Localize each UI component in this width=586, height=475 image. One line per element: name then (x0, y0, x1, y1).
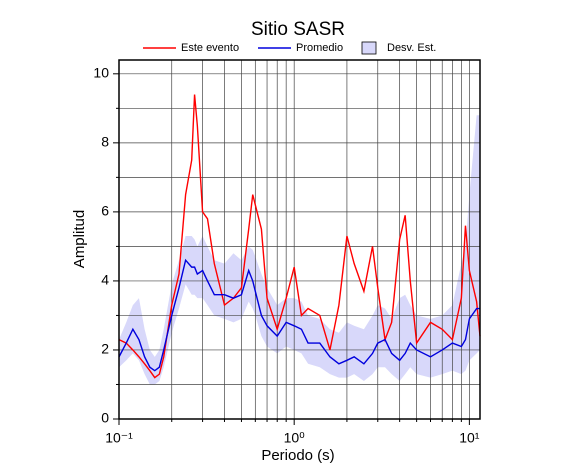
y-tick-label: 6 (101, 203, 109, 219)
y-tick-label: 10 (93, 65, 109, 81)
y-tick-label: 0 (101, 410, 109, 426)
y-tick-label: 4 (101, 272, 109, 288)
y-tick-label: 8 (101, 134, 109, 150)
series-line (118, 258, 480, 372)
y-axis-label: Amplitud (71, 210, 88, 268)
x-tick-label: 10¹ (459, 430, 480, 446)
series-line (118, 94, 481, 379)
legend-label: Desv. Est. (387, 42, 436, 54)
y-tick-label: 2 (101, 341, 109, 357)
plot-frame (118, 59, 481, 420)
legend-label: Este evento (181, 42, 239, 54)
legend-label: Promedio (296, 42, 343, 54)
chart-title: Sitio SASR (251, 19, 345, 40)
legend-swatch (361, 41, 377, 55)
x-tick-label: 10⁻¹ (105, 430, 133, 446)
x-axis-label: Periodo (s) (261, 447, 334, 464)
std-band (119, 115, 480, 385)
x-tick-label: 10⁰ (284, 430, 306, 446)
